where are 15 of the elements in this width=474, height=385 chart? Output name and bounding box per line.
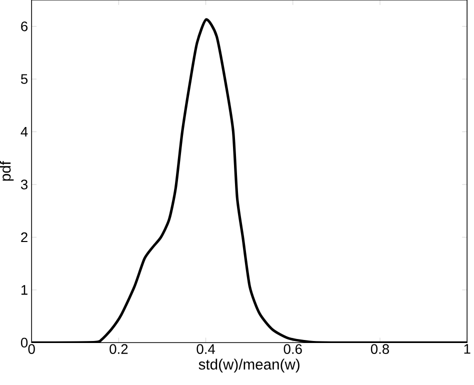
x-tick-label: 0.4 [196, 344, 215, 354]
y-tick-label: 4 [20, 126, 28, 136]
x-tick-label: 0.2 [110, 344, 128, 354]
y-tick-label: 5 [20, 74, 28, 84]
y-tick-label: 2 [21, 232, 28, 242]
y-axis-title: pdf [0, 160, 14, 181]
x-axis-title: std(w)/mean(w) [198, 358, 300, 373]
y-tick-label: 3 [20, 180, 28, 190]
x-tick-label: 0.6 [284, 344, 302, 354]
x-tick-label: 0.8 [370, 344, 389, 354]
x-tick-label: 1 [464, 344, 470, 354]
x-tick-label: 0 [28, 344, 35, 354]
y-tick-label: 6 [21, 21, 28, 32]
y-tick-label: 0 [20, 338, 28, 348]
y-tick-label: 1 [21, 285, 28, 295]
